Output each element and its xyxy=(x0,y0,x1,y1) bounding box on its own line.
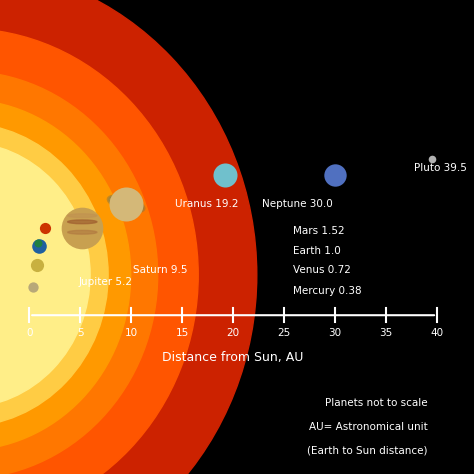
Circle shape xyxy=(0,28,198,474)
Text: Venus 0.72: Venus 0.72 xyxy=(293,265,351,275)
Text: Pluto 39.5: Pluto 39.5 xyxy=(414,163,467,173)
Ellipse shape xyxy=(68,230,97,234)
Text: Jupiter 5.2: Jupiter 5.2 xyxy=(79,277,133,287)
Point xyxy=(29,283,37,291)
Text: 15: 15 xyxy=(175,328,189,338)
Point xyxy=(36,242,43,249)
Text: 35: 35 xyxy=(379,328,392,338)
Point xyxy=(34,239,42,246)
Text: 0: 0 xyxy=(26,328,33,338)
Ellipse shape xyxy=(68,220,97,224)
Point xyxy=(79,224,86,231)
Text: Distance from Sun, AU: Distance from Sun, AU xyxy=(163,351,304,364)
Point xyxy=(122,200,130,208)
Text: 20: 20 xyxy=(227,328,240,338)
Point xyxy=(221,172,229,179)
Point xyxy=(33,262,40,269)
Circle shape xyxy=(0,0,257,474)
Text: Saturn 9.5: Saturn 9.5 xyxy=(133,265,187,275)
Text: Planets not to scale: Planets not to scale xyxy=(325,398,428,408)
Circle shape xyxy=(0,123,108,427)
Text: Uranus 19.2: Uranus 19.2 xyxy=(174,199,238,209)
Text: 5: 5 xyxy=(77,328,83,338)
Text: Mars 1.52: Mars 1.52 xyxy=(293,226,345,236)
Text: 10: 10 xyxy=(125,328,138,338)
Text: 30: 30 xyxy=(328,328,342,338)
Text: Mercury 0.38: Mercury 0.38 xyxy=(293,286,362,296)
Point xyxy=(331,172,339,179)
Text: Earth 1.0: Earth 1.0 xyxy=(293,246,341,256)
Text: (Earth to Sun distance): (Earth to Sun distance) xyxy=(308,446,428,456)
Circle shape xyxy=(0,100,131,450)
Circle shape xyxy=(0,71,158,474)
Circle shape xyxy=(0,142,90,408)
Point xyxy=(41,225,48,232)
Text: AU= Astronomical unit: AU= Astronomical unit xyxy=(309,422,428,432)
Text: 25: 25 xyxy=(277,328,291,338)
Text: 40: 40 xyxy=(430,328,444,338)
Ellipse shape xyxy=(68,214,97,218)
Point xyxy=(428,155,436,163)
Text: Neptune 30.0: Neptune 30.0 xyxy=(262,199,333,209)
